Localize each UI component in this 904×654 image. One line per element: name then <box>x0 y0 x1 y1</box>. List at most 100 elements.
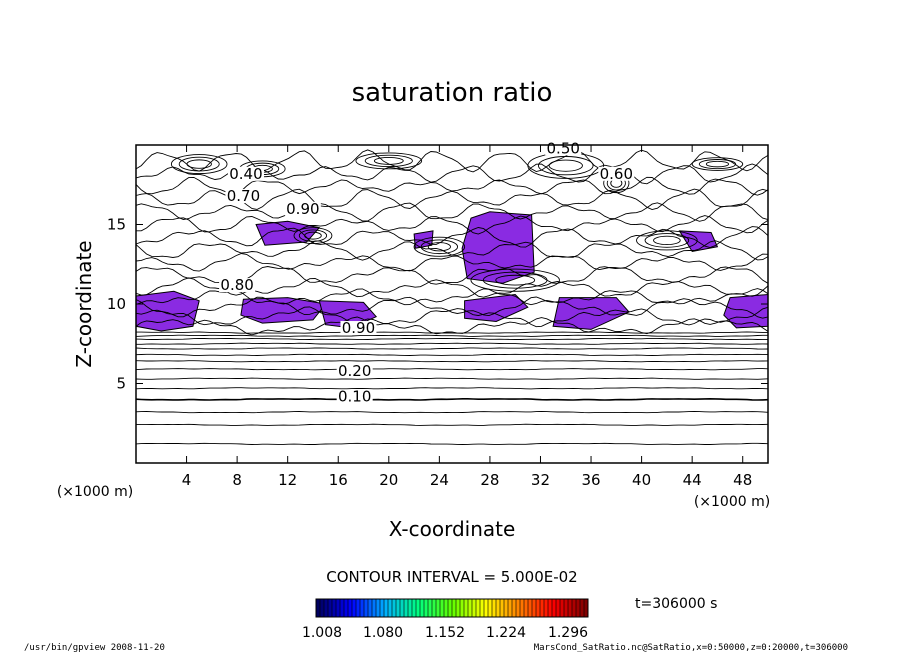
contour-blob <box>413 236 466 257</box>
contour-label: 0.50 <box>547 139 580 157</box>
colorbar-stripe <box>572 599 576 617</box>
colorbar-stripe <box>392 599 396 617</box>
x-axis-label: X-coordinate <box>389 517 516 541</box>
y-axis-label: Z-coordinate <box>72 240 96 367</box>
contour-labels: 0.10 0.20 0.40 0.70 0.90 0.50 0.60 0.80 0.90 <box>219 139 635 405</box>
chart-title: saturation ratio <box>352 78 553 108</box>
colorbar-stripe <box>480 599 484 617</box>
colorbar-stripe <box>476 599 480 617</box>
colorbar-stripe <box>484 599 488 617</box>
colorbar-stripe <box>320 599 324 617</box>
x-axis-ticks: 4 8 12 16 20 24 28 32 36 40 44 48 <box>182 145 752 489</box>
contour-line <box>135 277 769 298</box>
contour-blob <box>170 154 228 175</box>
colorbar-stripe <box>384 599 388 617</box>
colorbar-stripe <box>504 599 508 617</box>
colorbar-stripe <box>416 599 420 617</box>
colorbar-stripe <box>456 599 460 617</box>
contour-label-bg <box>598 166 635 181</box>
colorbar-stripe <box>548 599 552 617</box>
contour-blob <box>304 231 322 240</box>
contour-line <box>135 316 769 336</box>
contour-line <box>135 347 769 350</box>
colorbar-stripe <box>472 599 476 617</box>
colorbar-stripe <box>464 599 468 617</box>
contour-line <box>135 423 769 426</box>
colorbar-stripe <box>452 599 456 617</box>
colorbar-stripe <box>468 599 472 617</box>
colorbar-stripe <box>368 599 372 617</box>
x-tick-label: 48 <box>733 471 752 489</box>
contour-label: 0.20 <box>338 362 371 380</box>
contour-blob <box>186 159 212 169</box>
colorbar-stripe <box>324 599 328 617</box>
colorbar-stripe <box>316 599 320 617</box>
contour-line <box>135 288 769 306</box>
colorbar-stripe <box>336 599 340 617</box>
colorbar-stripe <box>536 599 540 617</box>
contour-line <box>135 353 769 356</box>
colorbar-tick-label: 1.224 <box>486 625 526 641</box>
contour-line <box>136 331 768 334</box>
contour-blob <box>495 274 536 286</box>
x-tick-label: 36 <box>581 471 600 489</box>
contour-blob <box>644 233 690 248</box>
contour-label-bg <box>284 201 321 216</box>
colorbar-stripe <box>372 599 376 617</box>
colorbar-tick-label: 1.296 <box>548 625 588 641</box>
contour-label-bg <box>336 389 373 404</box>
contour-blob <box>178 156 220 172</box>
colorbar-stripe <box>544 599 548 617</box>
colorbar-tick-label: 1.008 <box>302 625 342 641</box>
y-axis-ticks: 5 10 15 <box>107 216 768 393</box>
contour-blob <box>298 229 328 242</box>
contour-line <box>136 342 769 345</box>
contour-blob <box>364 154 413 168</box>
contour-line <box>135 226 769 248</box>
contour-line <box>135 377 769 380</box>
colorbar-stripe <box>508 599 512 617</box>
colorbar-stripe <box>444 599 448 617</box>
colorbar-stripe <box>496 599 500 617</box>
contour-blob <box>538 156 594 176</box>
contour-line <box>135 442 769 445</box>
contour-blob <box>355 152 423 170</box>
colorbar-stripe <box>424 599 428 617</box>
contour-blob <box>373 156 404 165</box>
contour-line <box>135 368 769 371</box>
colorbar-stripe <box>436 599 440 617</box>
x-tick-label: 12 <box>278 471 297 489</box>
x-tick-label: 16 <box>329 471 348 489</box>
supersaturation-region <box>723 293 769 329</box>
contour-label-bg <box>225 189 262 204</box>
colorbar-stripe <box>380 599 384 617</box>
colorbar-stripe <box>340 599 344 617</box>
contour-label: 0.70 <box>227 187 260 205</box>
contour-label-bg <box>227 166 264 181</box>
contour-lines <box>135 149 769 445</box>
colorbar-stripe <box>432 599 436 617</box>
colorbar-stripe <box>448 599 452 617</box>
contour-line <box>135 397 769 401</box>
x-tick-label: 4 <box>182 471 192 489</box>
supersaturation-region <box>255 220 321 246</box>
colorbar-stripe <box>428 599 432 617</box>
contour-line <box>135 360 769 363</box>
colorbar-stripe <box>492 599 496 617</box>
colorbar-stripe <box>556 599 560 617</box>
colorbar-stripe <box>532 599 536 617</box>
colorbar-stripe <box>488 599 492 617</box>
contour-label: 0.60 <box>600 165 633 183</box>
colorbar-stripe <box>512 599 516 617</box>
contour-blob <box>698 159 737 170</box>
x-tick-label: 44 <box>683 471 702 489</box>
colorbar-stripe <box>552 599 556 617</box>
colorbar-stripe <box>564 599 568 617</box>
contour-blob <box>427 242 451 252</box>
contour-line <box>135 149 769 173</box>
contour-interval-text: CONTOUR INTERVAL = 5.000E-02 <box>326 568 577 586</box>
y-tick-label: 10 <box>107 295 126 313</box>
x-tick-label: 28 <box>480 471 499 489</box>
contour-blob <box>548 159 583 172</box>
contour-label-bg <box>340 321 377 336</box>
